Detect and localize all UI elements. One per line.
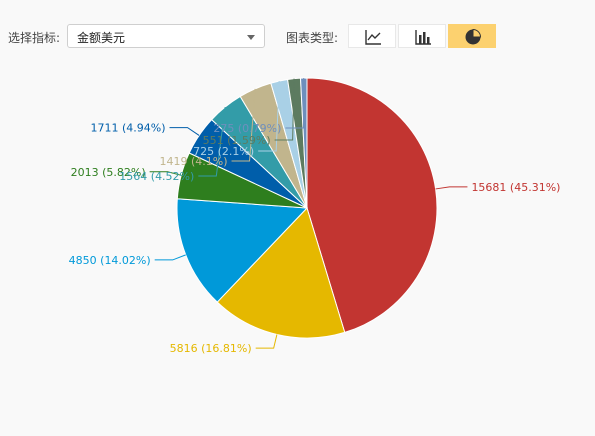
line-chart-button[interactable] — [348, 24, 396, 48]
bar-chart-button[interactable] — [398, 24, 446, 48]
pie-label-line — [255, 334, 278, 349]
pie-slice-label: 1419 (4.1%) — [160, 155, 228, 168]
pie-slice[interactable] — [306, 77, 438, 334]
pie-label-line — [198, 106, 226, 177]
pie-chart: 15681 (45.31%) 5816 (16.81%) 4850 (14.02%)… — [69, 77, 560, 355]
line-chart-icon — [365, 30, 381, 45]
bar-chart-icon — [415, 30, 431, 45]
chart-type-label: 图表类型: — [286, 31, 339, 45]
pie-label-line — [154, 254, 186, 261]
pie-label-line — [169, 127, 200, 136]
pie-slice-label: 2013 (5.82%) — [71, 166, 146, 179]
pie-slice-label: 725 (2.1%) — [193, 145, 254, 158]
pie-chart-icon — [465, 28, 482, 45]
pie-label-line — [149, 171, 182, 176]
pie-label-line — [231, 88, 256, 162]
pie-slice-label: 275 (0.79%) — [213, 122, 281, 135]
metric-select-label: 选择指标: — [8, 31, 61, 45]
pie-chart-button[interactable] — [448, 24, 496, 48]
pie-slice-label: 15681 (45.31%) — [471, 181, 560, 194]
chevron-down-icon — [247, 35, 255, 40]
pie-slice-label: 1564 (4.52%) — [119, 170, 194, 183]
metric-select-value: 金额美元 — [77, 31, 126, 45]
pie-slice-label: 551 (1.59%) — [203, 134, 271, 147]
pie-label-line — [258, 80, 280, 152]
toolbar: 选择指标: 金额美元 图表类型: — [0, 0, 595, 70]
pie-label-line — [274, 78, 295, 141]
pie-slice[interactable] — [216, 207, 346, 339]
pie-slice-label: 5816 (16.81%) — [170, 342, 252, 355]
pie-label-line — [285, 78, 305, 129]
metric-select[interactable]: 金额美元 — [67, 24, 265, 48]
pie-label-line — [435, 186, 468, 190]
pie-slice-label: 4850 (14.02%) — [69, 254, 151, 267]
pie-slice-label: 1711 (4.94%) — [90, 122, 165, 135]
pie-slice[interactable] — [176, 198, 309, 303]
